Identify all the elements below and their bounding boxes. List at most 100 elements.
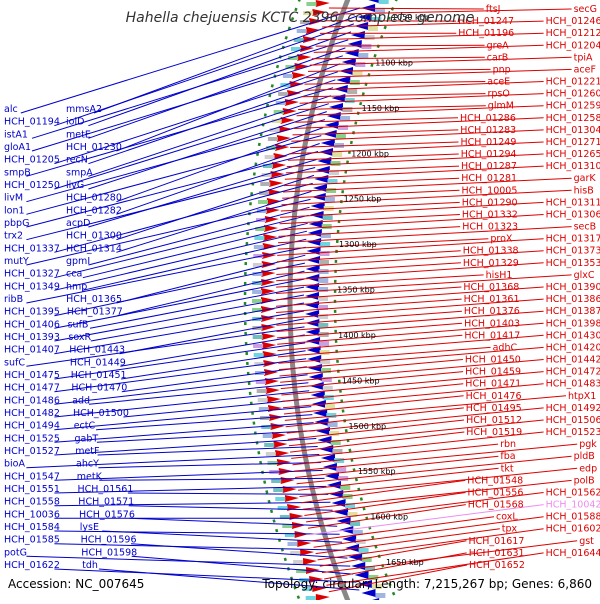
feature-block [268,461,278,465]
reverse-gene-label: ahcY [76,459,99,470]
feature-block [332,152,342,157]
reverse-gene-label: mmsA2 [66,104,102,115]
feature-block [342,107,352,112]
forward-gene-label: HCH_01442 [546,355,600,366]
forward-gene-label: HCH_01420 [546,342,600,353]
reverse-gene-label: HCH_01598 [81,547,137,558]
reverse-gene-label: HCH_10036 [4,509,60,520]
forward-gene-label: tpiA [574,52,593,63]
forward-gene-label: HCH_01304 [546,125,600,136]
reverse-gene-leader [128,493,328,494]
reverse-gene-arrow [314,175,328,183]
reverse-gene-arrow [329,490,343,498]
forward-gene-label: secB [574,222,597,233]
reverse-gene-label: HCH_01314 [66,243,122,254]
reverse-gene-label: HCH_01393 [4,332,60,343]
forward-gene-arrow [303,558,317,565]
reverse-gene-label: HCH_01280 [66,193,122,204]
forward-gene-label: HCH_01287 [461,161,517,172]
reverse-gene-label: recN [66,155,88,166]
forward-gene-label: fba [500,451,515,462]
reverse-gene-arrow [305,292,319,300]
forward-gene-label: HCH_01260 [546,89,600,100]
forward-gene-label: HCH_01294 [461,149,517,160]
feature-block [273,488,283,492]
feature-block [257,389,267,393]
kbp-label: 1350 kbp [337,286,375,295]
forward-gene-label: secG [574,4,597,15]
reverse-gene-label: HCH_01584 [4,522,60,533]
reverse-gene-label: potG [4,547,27,558]
feature-block [319,260,329,265]
reverse-gene-label: HCH_01525 [4,433,60,444]
reverse-gene-label: HCH_01377 [67,307,123,318]
kbp-label: 1200 kbp [351,149,389,158]
reverse-gene-label: lysE [80,522,99,533]
forward-gene-label: HCH_01602 [546,524,600,535]
feature-block [365,35,375,40]
reverse-gene-label: HCH_01451 [71,370,127,381]
reverse-gene-arrow [331,94,345,102]
genome-stats-label: Topology: circular; Length: 7,215,267 bp… [261,577,592,591]
forward-gene-arrow [268,405,282,412]
feature-block [263,434,273,438]
forward-gene-label: HCH_01283 [460,125,516,136]
reverse-gene-arrow [307,238,321,246]
reverse-gene-label: HCH_01494 [4,421,60,432]
forward-gene-arrow [262,333,276,340]
reverse-gene-label: HCH_01406 [4,319,60,330]
reverse-gene-label: HCH_01349 [4,281,60,292]
feature-block [325,404,335,409]
forward-gene-label: rbn [500,439,516,450]
forward-gene-label: carB [487,52,508,63]
reverse-gene-label: gabT [75,433,99,444]
reverse-gene-label: HCH_01477 [4,383,60,394]
reverse-gene-label: HCH_01622 [4,560,60,571]
reverse-gene-label: HCH_01596 [81,535,137,546]
reverse-gene-label: hmp [66,281,87,292]
forward-gene-label: glxC [574,270,595,281]
forward-gene-leader [316,45,485,46]
forward-gene-leader [301,94,485,97]
forward-gene-label: aceF [574,64,596,75]
forward-gene-label: HCH_01523 [546,427,600,438]
feature-block [355,62,365,67]
reverse-gene-arrow [327,112,341,120]
forward-gene-label: HCH_01271 [546,137,600,148]
forward-gene-label: HCH_01290 [462,197,518,208]
feature-block [271,479,281,483]
feature-block [288,542,298,546]
forward-gene-leader [293,130,459,135]
forward-gene-label: HCH_01398 [546,318,600,329]
forward-gene-leader [276,299,462,312]
forward-gene-label: HCH_01281 [461,173,517,184]
feature-block [347,89,357,94]
reverse-gene-label: livG [66,180,84,191]
forward-gene-label: gst [579,536,594,547]
forward-gene-label: HCH_01306 [546,210,600,221]
reverse-gene-label: HCH_01300 [66,231,122,242]
forward-gene-arrow [274,441,288,448]
forward-gene-label: HCH_01246 [546,16,600,27]
feature-block [266,452,276,456]
reverse-gene-label: istA1 [4,129,28,140]
forward-gene-label: HCH_01329 [463,258,519,269]
forward-gene-label: HCH_01588 [546,512,600,523]
forward-gene-leader [276,275,484,287]
reverse-gene-label: iolD [66,117,84,128]
reverse-gene-label: ectC [74,421,96,432]
forward-gene-arrow [316,0,330,7]
reverse-gene-label: ribB [4,294,23,305]
forward-gene-label: rpsO [488,89,510,100]
reverse-gene-arrow [345,49,359,57]
forward-gene-label: aceE [487,77,510,88]
kbp-label: 1400 kbp [338,331,376,340]
reverse-gene-arrow [329,103,343,111]
forward-gene-label: HCH_01512 [466,415,522,426]
feature-block [283,74,293,78]
forward-gene-label: HCH_01323 [462,222,518,233]
feature-block [297,29,307,33]
forward-gene-label: HCH_01376 [464,306,520,317]
forward-gene-label: HCH_01332 [462,210,518,221]
reverse-gene-label: HCH_01551 [4,484,60,495]
